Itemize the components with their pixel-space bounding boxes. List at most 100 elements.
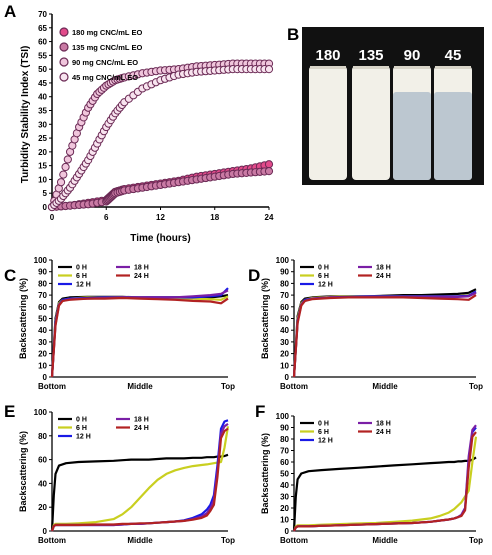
y-tick-label: 100 xyxy=(34,256,48,265)
y-tick-label: 35 xyxy=(38,107,47,116)
legend-label: 45 mg CNC/mL EO xyxy=(72,73,138,82)
vial-1: 135 xyxy=(352,47,390,180)
y-tick-label: 30 xyxy=(280,338,289,347)
legend-label: 180 mg CNC/mL EO xyxy=(72,28,142,37)
y-tick-label: 90 xyxy=(38,268,47,277)
y-axis-title: Turbidity Stability Index (TSI) xyxy=(20,46,31,184)
y-tick-label: 30 xyxy=(280,493,289,502)
legend-label: 6 H xyxy=(318,429,329,436)
legend-marker xyxy=(59,27,69,37)
legend-label: 0 H xyxy=(76,265,87,272)
x-tick-label: Top xyxy=(469,536,483,545)
y-tick-label: 10 xyxy=(38,175,47,184)
y-tick-label: 50 xyxy=(38,65,47,74)
y-tick-label: 80 xyxy=(280,435,289,444)
series-line-6h xyxy=(292,436,478,532)
series-line-0h xyxy=(50,294,229,378)
x-tick-label: 12 xyxy=(156,213,165,222)
y-tick-label: 40 xyxy=(280,326,289,335)
y-tick-label: 60 xyxy=(38,38,47,47)
y-tick-label: 20 xyxy=(38,148,47,157)
series-line-24h xyxy=(292,294,477,378)
x-axis-title: Time (hours) xyxy=(130,233,190,244)
x-tick-label: Top xyxy=(221,536,235,545)
legend-marker xyxy=(59,72,69,82)
y-tick-label: 30 xyxy=(38,120,47,129)
y-tick-label: 0 xyxy=(285,373,290,382)
panel-letter: D xyxy=(248,266,260,285)
y-tick-label: 0 xyxy=(43,203,48,212)
series-line-24h xyxy=(50,296,229,378)
y-tick-label: 0 xyxy=(285,527,290,536)
legend-label: 12 H xyxy=(318,282,333,289)
y-tick-label: 40 xyxy=(38,326,47,335)
vial-liquid-clear xyxy=(434,92,472,180)
vial-label: 45 xyxy=(445,47,462,64)
y-tick-label: 10 xyxy=(38,361,47,370)
vial-body xyxy=(309,66,347,180)
y-tick-label: 70 xyxy=(280,291,289,300)
y-tick-label: 100 xyxy=(276,412,290,421)
x-tick-label: Top xyxy=(221,382,235,391)
data-point xyxy=(59,170,68,179)
legend-label: 18 H xyxy=(376,421,391,428)
series-line-12h xyxy=(292,290,477,378)
y-tick-label: 60 xyxy=(38,456,47,465)
legend-marker xyxy=(59,57,69,67)
legend-marker xyxy=(59,42,69,52)
data-point xyxy=(264,167,274,176)
panel-letter: F xyxy=(255,402,265,421)
x-tick-label: Bottom xyxy=(38,382,66,391)
legend-label: 12 H xyxy=(76,282,91,289)
x-tick-label: Bottom xyxy=(280,382,308,391)
legend-label: 24 H xyxy=(376,273,391,280)
panel-b: B 180 135 90 45 xyxy=(287,25,484,185)
turbidity-chart: 0 5 10 15 20 25 30 35 40 45 50 55 60 65 70 0 6 12 18 24 Time… xyxy=(20,10,274,244)
vial-rim xyxy=(353,66,389,69)
series-line-6h xyxy=(292,291,477,378)
x-tick-label: Bottom xyxy=(280,536,308,545)
x-tick-label: Middle xyxy=(127,382,153,391)
y-tick-label: 50 xyxy=(280,470,289,479)
legend-label: 0 H xyxy=(318,421,329,428)
y-tick-label: 60 xyxy=(280,458,289,467)
legend-label: 12 H xyxy=(76,434,91,441)
panel-e: E 0 20 40 60 80 100 Bottom Middle Top Backscatteri… xyxy=(4,402,235,545)
panel-a: A 0 5 10 15 20 25 30 35 40 45 50 55 60 65 70 0 6 12 18 24 Ti… xyxy=(4,2,274,244)
y-tick-label: 90 xyxy=(280,424,289,433)
y-tick-label: 10 xyxy=(280,516,289,525)
y-tick-label: 40 xyxy=(38,93,47,102)
legend-label: 18 H xyxy=(376,265,391,272)
vial-label: 180 xyxy=(315,47,340,64)
y-tick-label: 55 xyxy=(38,51,47,60)
y-tick-label: 70 xyxy=(38,291,47,300)
legend-label: 135 mg CNC/mL EO xyxy=(72,43,142,52)
vial-rim xyxy=(394,66,430,69)
y-tick-label: 40 xyxy=(38,479,47,488)
y-tick-label: 15 xyxy=(38,162,47,171)
y-tick-label: 25 xyxy=(38,134,47,143)
legend-label: 24 H xyxy=(134,273,149,280)
x-tick-label: 0 xyxy=(50,213,55,222)
data-point xyxy=(63,155,72,164)
data-point xyxy=(264,160,274,169)
panel-f: F 0 10 20 30 40 50 60 70 80 90 100 Bottom Middle Top Ba… xyxy=(255,402,483,545)
data-point xyxy=(61,162,70,172)
vials-photo: 180 135 90 45 xyxy=(302,27,484,185)
y-tick-label: 80 xyxy=(280,279,289,288)
y-tick-label: 40 xyxy=(280,481,289,490)
vial-label: 135 xyxy=(358,47,383,64)
x-tick-label: Middle xyxy=(372,382,398,391)
y-tick-label: 60 xyxy=(38,303,47,312)
vial-body xyxy=(352,66,390,180)
y-tick-label: 20 xyxy=(280,504,289,513)
data-point xyxy=(56,178,66,187)
y-tick-label: 80 xyxy=(38,432,47,441)
y-tick-label: 60 xyxy=(280,303,289,312)
y-tick-label: 100 xyxy=(276,256,290,265)
vial-3: 45 xyxy=(434,47,472,180)
series-line-18h xyxy=(50,289,229,378)
panel-letter: E xyxy=(4,402,15,421)
series-line-24h xyxy=(293,431,477,532)
